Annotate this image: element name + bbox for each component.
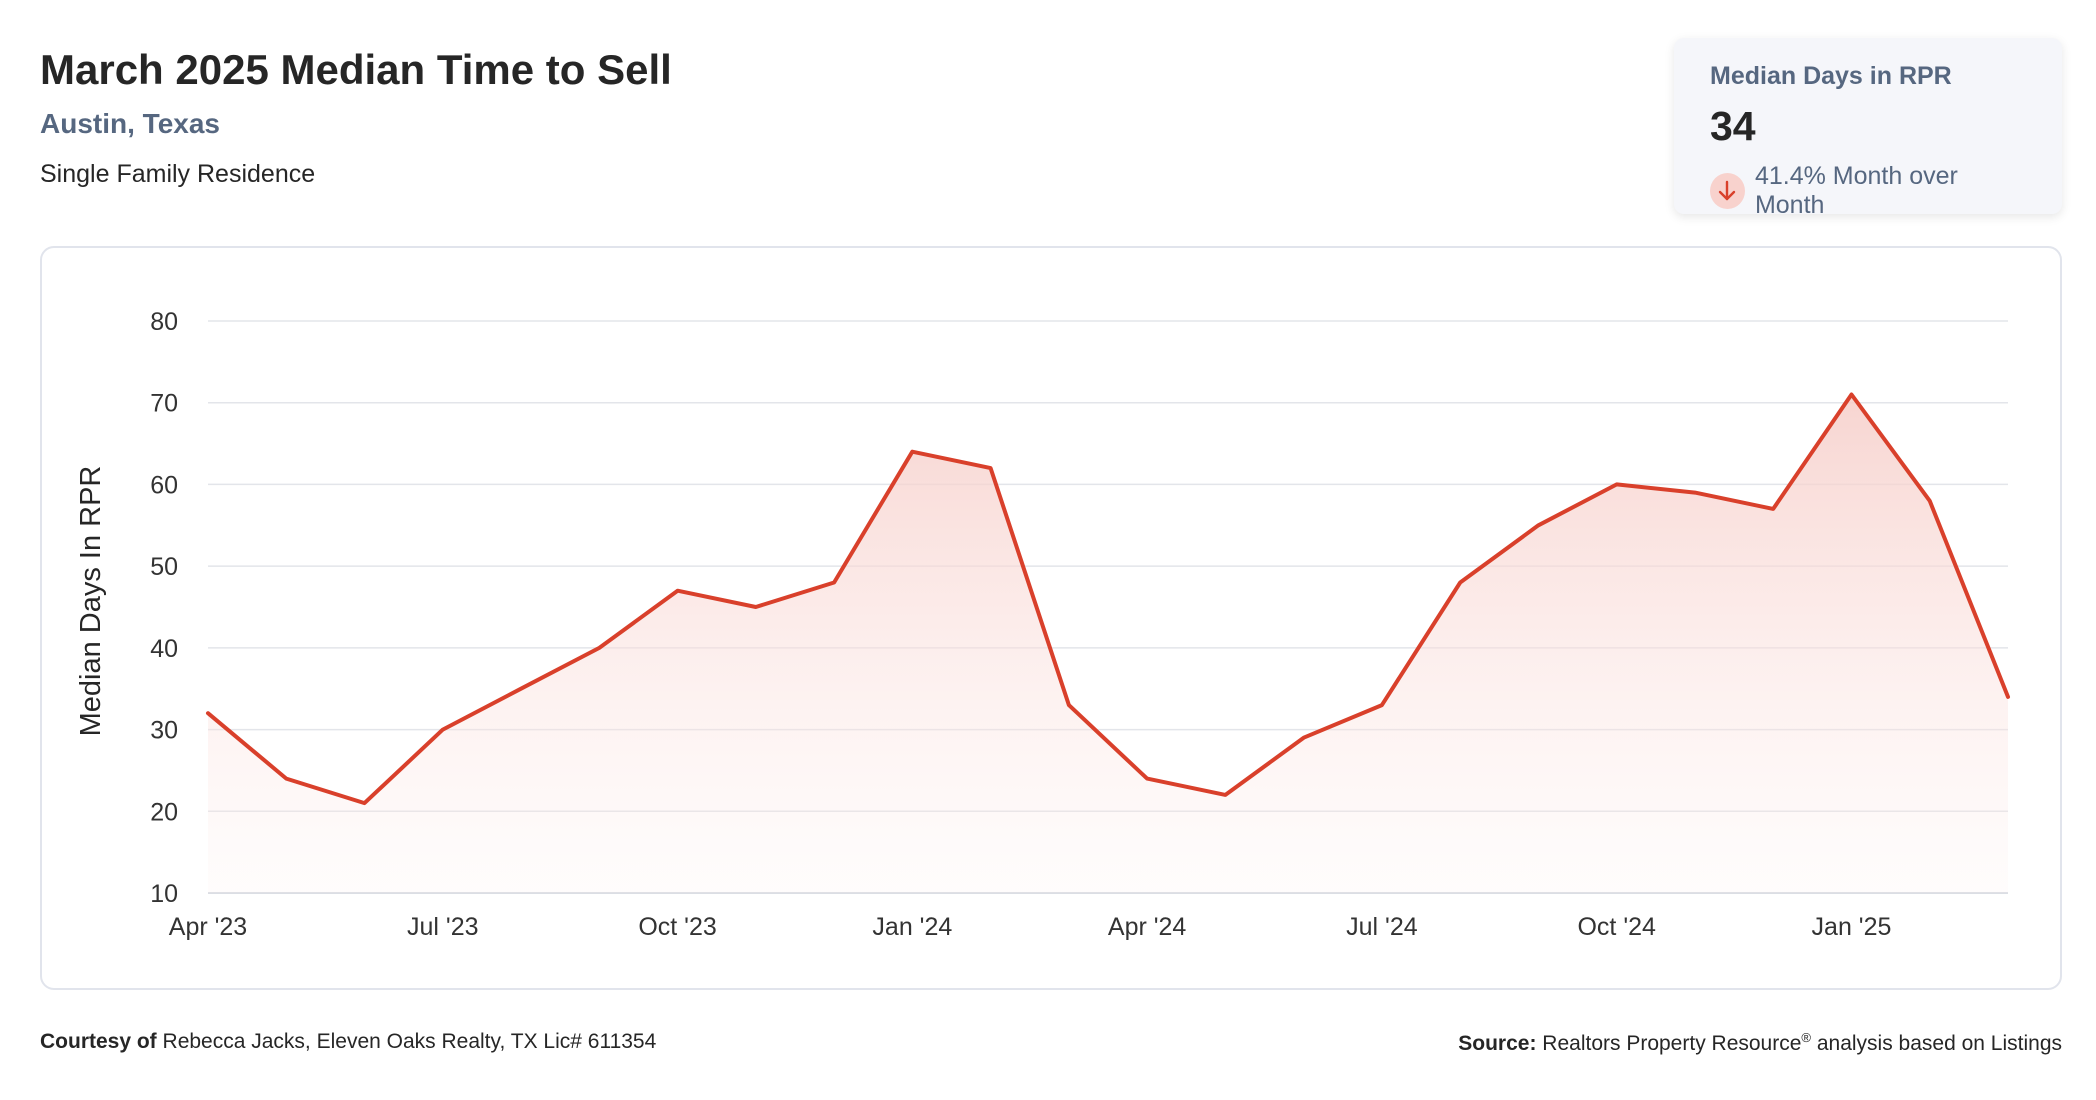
data-point bbox=[1457, 579, 1463, 585]
stat-label: Median Days in RPR bbox=[1710, 62, 1952, 90]
data-point bbox=[831, 579, 837, 585]
y-tick-label: 20 bbox=[150, 798, 178, 826]
area-fill bbox=[208, 394, 2008, 893]
data-point bbox=[753, 604, 759, 610]
footer-source: Source: Realtors Property Resource® anal… bbox=[1458, 1030, 2062, 1056]
x-tick-label: Jul '23 bbox=[407, 913, 478, 941]
data-point bbox=[1692, 490, 1698, 496]
data-point bbox=[1535, 522, 1541, 528]
stat-change-text: 41.4% Month over Month bbox=[1754, 162, 1958, 219]
data-point bbox=[1066, 702, 1072, 708]
y-tick-label: 60 bbox=[150, 471, 178, 499]
y-tick-label: 30 bbox=[150, 717, 178, 745]
data-point bbox=[1848, 392, 1854, 398]
data-point bbox=[362, 800, 368, 806]
data-point bbox=[1770, 506, 1776, 512]
data-point bbox=[988, 465, 994, 471]
data-point bbox=[1379, 702, 1385, 708]
x-tick-label: Jul '24 bbox=[1346, 913, 1418, 941]
x-tick-label: Apr '24 bbox=[1108, 913, 1187, 941]
x-tick-label: Oct '23 bbox=[638, 913, 716, 941]
courtesy-text: Rebecca Jacks, Eleven Oaks Realty, TX Li… bbox=[162, 1030, 657, 1053]
data-point bbox=[596, 645, 602, 651]
x-tick-label: Jan '24 bbox=[872, 913, 952, 941]
data-point bbox=[675, 588, 681, 594]
data-point bbox=[283, 776, 289, 782]
chart-frame: 10 20 30 40 50 60 70 80 Apr '23 Jul '23 Oct '23 Ja… bbox=[40, 246, 2062, 990]
x-tick-label: Oct '24 bbox=[1577, 913, 1656, 941]
y-tick-label: 10 bbox=[150, 880, 178, 908]
data-point bbox=[1927, 498, 1933, 504]
courtesy-label: Courtesy of bbox=[40, 1030, 157, 1053]
footer-courtesy: Courtesy of Rebecca Jacks, Eleven Oaks R… bbox=[40, 1030, 656, 1054]
data-point bbox=[909, 449, 915, 455]
stat-change: 41.4% Month over Month bbox=[1710, 162, 2026, 220]
series-line bbox=[206, 392, 2010, 806]
location-subtitle: Austin, Texas bbox=[40, 108, 220, 139]
y-axis-label: Median Days In RPR bbox=[75, 466, 107, 737]
y-tick-label: 50 bbox=[150, 553, 178, 581]
data-point bbox=[1144, 776, 1150, 782]
data-point bbox=[518, 686, 524, 692]
y-tick-label: 40 bbox=[150, 635, 178, 663]
source-text: Realtors Property Resource bbox=[1542, 1032, 1802, 1055]
data-point bbox=[2005, 694, 2011, 700]
median-days-stat-card: Median Days in RPR 34 41.4% Month over M… bbox=[1674, 38, 2062, 219]
page-title: March 2025 Median Time to Sell bbox=[40, 46, 672, 93]
y-tick-label: 80 bbox=[150, 308, 178, 336]
median-days-chart: 10 20 30 40 50 60 70 80 Apr '23 Jul '23 Oct '23 Ja… bbox=[75, 308, 2011, 941]
data-point bbox=[1222, 792, 1228, 798]
x-tick-label: Apr '23 bbox=[169, 913, 247, 941]
data-point bbox=[440, 727, 446, 733]
source-suffix: analysis based on Listings bbox=[1816, 1032, 2062, 1055]
x-tick-label: Jan '25 bbox=[1812, 913, 1892, 941]
data-point bbox=[205, 710, 211, 716]
data-point bbox=[1614, 481, 1620, 487]
arrow-down-icon bbox=[1710, 173, 1745, 209]
y-tick-label: 70 bbox=[150, 390, 178, 418]
stat-value: 34 bbox=[1710, 103, 1756, 149]
property-type-label: Single Family Residence bbox=[40, 160, 316, 188]
data-point bbox=[1301, 735, 1307, 741]
registered-mark: ® bbox=[1801, 1030, 1811, 1045]
source-label: Source: bbox=[1458, 1032, 1537, 1055]
